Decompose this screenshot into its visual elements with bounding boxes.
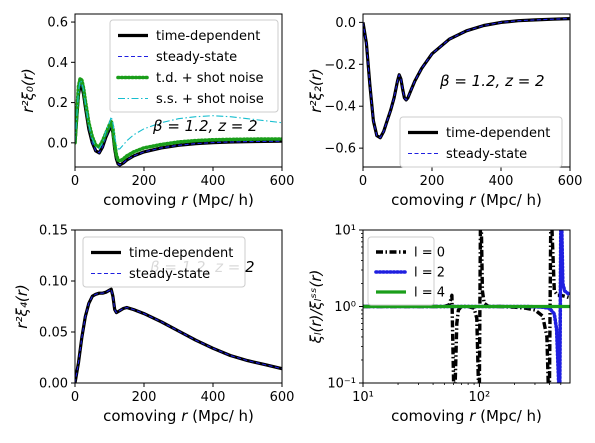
y-tick-label: −0.6 [324, 142, 356, 157]
y-axis-label: r²ξ₂(r) [307, 68, 325, 112]
series-group [363, 17, 570, 140]
legend-entry-label: l = 2 [414, 266, 445, 281]
y-tick-label: 0.05 [39, 326, 68, 341]
series-line-s-s-shot-noise [75, 79, 282, 150]
x-axis-label: comoving r (Mpc/ h) [391, 407, 542, 425]
panel-top-left: 0.0 0.2 0.4 0.6 0 200 400 600 comoving r (Mpc/ h… [19, 13, 295, 209]
x-tick-label: 200 [420, 174, 445, 189]
panel-bottom-right: 10⁻¹ 10⁰ 10¹ 10¹ 10² comoving r (Mpc/ h) ξₗ(r)… [307, 224, 571, 425]
x-tick-label: 200 [132, 390, 157, 405]
x-tick-label: 400 [489, 174, 514, 189]
axes-frame [74, 13, 283, 168]
legend-entry-label: l = 0 [414, 246, 445, 261]
y-tick-label: −0.2 [324, 58, 356, 73]
y-tick-label: 10⁰ [334, 300, 356, 315]
series-line-time-dependent [75, 287, 282, 383]
x-tick-label: 0 [71, 390, 79, 405]
series-group [75, 287, 282, 383]
legend: time-dependent steady-state [399, 116, 563, 168]
y-tick-label: 10¹ [334, 224, 356, 239]
x-tick-label: 400 [201, 390, 226, 405]
legend-entry-label: t.d. + shot noise [156, 71, 264, 86]
legend-entry-label: time-dependent [129, 246, 233, 261]
panel-top-right: 0.0 −0.2 −0.4 −0.6 0 200 400 600 comoving r (Mpc… [307, 13, 583, 209]
legend-box [109, 19, 279, 113]
x-tick-label: 200 [132, 174, 157, 189]
x-tick-label: 600 [270, 174, 295, 189]
legend: l = 0 l = 2 l = 4 [367, 236, 445, 306]
series-group [75, 76, 282, 167]
x-tick-label: 10² [469, 390, 491, 405]
y-axis-label: r²ξ₄(r) [13, 284, 31, 328]
x-tick-label: 600 [558, 174, 583, 189]
legend-box [82, 236, 246, 288]
legend-entry-label: steady-state [156, 50, 237, 65]
x-axis-label: comoving r (Mpc/ h) [103, 407, 254, 425]
legend-entry-label: time-dependent [446, 126, 550, 141]
panel-bottom-left: 0.00 0.05 0.10 0.15 0 200 400 600 comoving r (Mp… [13, 224, 294, 426]
legend-entry-label: s.s. + shot noise [156, 92, 264, 107]
x-tick-label: 0 [359, 174, 367, 189]
x-tick-label: 400 [201, 174, 226, 189]
y-tick-label: −0.4 [324, 100, 356, 115]
y-tick-label: 10⁻¹ [327, 377, 356, 392]
legend-entry-label: steady-state [446, 147, 527, 162]
series-group [363, 230, 570, 383]
y-tick-label: 0.2 [47, 96, 68, 111]
legend: time-dependent steady-state [82, 236, 246, 288]
parameter-annotation: β = 1.2, z = 2 [152, 117, 258, 135]
y-axis-label: ξₗ(r)/ξₗˢˢ(r) [307, 270, 325, 345]
axes-frame [74, 229, 283, 384]
x-tick-label: 0 [71, 174, 79, 189]
legend-entry-label: l = 4 [414, 286, 445, 301]
y-tick-label: 0.0 [47, 136, 68, 151]
x-tick-label: 10¹ [352, 390, 374, 405]
parameter-annotation: β = 1.2, z = 2 [439, 72, 545, 90]
legend-entry-label: steady-state [129, 267, 210, 282]
x-tick-label: 600 [270, 390, 295, 405]
legend-box [399, 116, 563, 168]
y-axis-label: r²ξ₀(r) [19, 68, 37, 112]
y-tick-label: 0.4 [47, 56, 68, 71]
y-tick-label: 0.15 [39, 224, 68, 239]
legend: time-dependent steady-state t.d. + shot no… [109, 19, 279, 113]
legend-entry-label: time-dependent [156, 29, 260, 44]
y-tick-label: 0.10 [39, 275, 68, 290]
y-tick-label: 0.0 [335, 16, 356, 31]
x-axis-label: comoving r (Mpc/ h) [103, 191, 254, 209]
y-tick-label: 0.00 [39, 377, 68, 392]
series-line-time-dependent [363, 17, 570, 140]
y-tick-label: 0.6 [47, 16, 68, 31]
x-axis-label: comoving r (Mpc/ h) [391, 191, 542, 209]
series-line-steady-state [75, 288, 282, 383]
series-line-l-0 [363, 230, 570, 383]
